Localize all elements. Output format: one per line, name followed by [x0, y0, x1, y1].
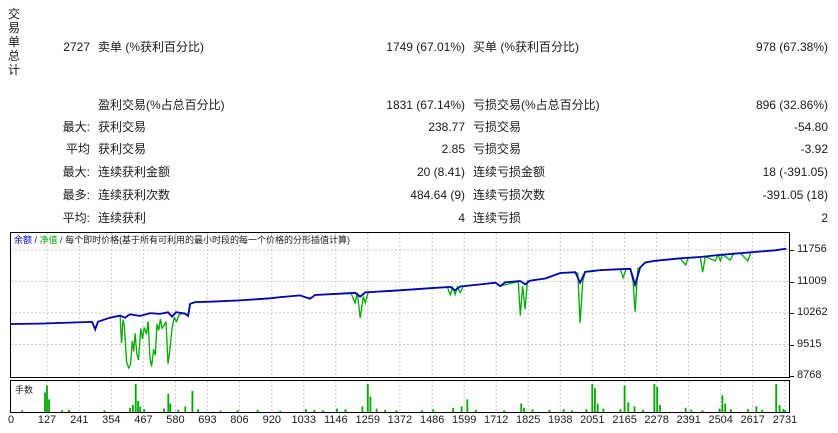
- x-axis-label: 580: [166, 414, 185, 426]
- legend-separator: /: [57, 235, 66, 245]
- stat-label: 盈利交易(%占总百分比): [98, 98, 225, 112]
- stat-value: 1749 (67.01%): [386, 40, 465, 54]
- x-axis-label: 1146: [323, 414, 348, 426]
- stat-value: -391.05 (18): [762, 188, 828, 202]
- chart-legend: 余额 / 净值 / 每个即时价格(基于所有可利用的最小时段的每一个价格的分形插值…: [14, 235, 350, 246]
- stat-prefix: 平均:: [62, 211, 90, 225]
- stat-label: 连续获利次数: [98, 188, 171, 202]
- x-axis-label: 2617: [740, 414, 765, 426]
- stat-label: 亏损交易: [473, 120, 522, 134]
- y-axis-label: 8768: [797, 369, 822, 381]
- stat-value: -54.80: [793, 120, 828, 134]
- y-axis-tick: [790, 344, 794, 346]
- x-axis-label: 2165: [612, 414, 637, 426]
- stat-label: 卖单 (%获利百分比): [98, 40, 204, 54]
- equity-chart-svg: [11, 233, 789, 377]
- y-axis-label: 11009: [797, 274, 827, 287]
- y-axis-tick: [790, 250, 794, 251]
- stat-prefix: 最多:: [62, 188, 90, 202]
- stat-value: -3.92: [800, 142, 828, 156]
- stat-label: 连续亏损次数: [473, 188, 546, 202]
- stat-prefix: 最大:: [62, 165, 90, 179]
- equity-chart: 余额 / 净值 / 每个即时价格(基于所有可利用的最小时段的每一个价格的分形插值…: [7, 232, 838, 432]
- x-axis-label: 1033: [291, 414, 317, 426]
- x-axis-label: 1938: [548, 414, 573, 426]
- x-axis-label: 2504: [708, 414, 733, 426]
- x-axis-label: 1372: [387, 414, 413, 426]
- stat-label: 连续获利金额: [98, 165, 171, 179]
- table-row: 平均: 连续获利 4 连续亏损 2: [0, 209, 838, 226]
- table-row: 2727 卖单 (%获利百分比) 1749 (67.01%) 买单 (%获利百分…: [0, 38, 838, 55]
- legend-suffix: 每个即时价格(基于所有可利用的最小时段的每一个价格的分形插值计算): [65, 235, 351, 245]
- stat-value: 2: [821, 211, 828, 225]
- stat-label: 连续亏损: [473, 211, 522, 225]
- legend-equity-label: 净值: [39, 235, 58, 245]
- legend-balance-label: 余额: [14, 235, 33, 245]
- lots-label: 手数: [15, 385, 34, 395]
- lots-chart-svg: [21, 381, 786, 412]
- x-axis-label: 806: [230, 414, 249, 426]
- table-row: 最多: 连续获利次数 484.64 (9) 连续亏损次数 -391.05 (18…: [0, 186, 838, 203]
- y-axis-label: 11756: [797, 243, 827, 255]
- x-axis-label: 127: [37, 414, 57, 426]
- x-axis-label: 1825: [515, 414, 541, 426]
- table-row: 盈利交易(%占总百分比) 1831 (67.14%) 亏损交易(%占总百分比) …: [0, 96, 838, 113]
- y-axis-tick: [790, 313, 794, 314]
- stat-label: 买单 (%获利百分比): [473, 40, 579, 54]
- y-axis-label: 9515: [797, 337, 822, 350]
- x-axis-label: 2051: [580, 414, 605, 426]
- stat-value: 484.64 (9): [410, 188, 465, 202]
- y-axis-tick: [790, 376, 794, 377]
- x-axis-label: 1486: [419, 414, 445, 426]
- stat-label: 亏损交易(%占总百分比): [473, 98, 600, 112]
- x-axis-label: 1599: [451, 414, 477, 426]
- stat-value: 238.77: [428, 120, 465, 134]
- stat-value: 896 (32.86%): [755, 98, 828, 112]
- x-axis-label: 693: [198, 414, 217, 426]
- stat-label: 连续亏损金额: [473, 165, 546, 179]
- y-axis-tick: [790, 281, 794, 283]
- table-row: 平均 获利交易 2.85 亏损交易 -3.92: [0, 140, 838, 157]
- stat-label: 连续获利: [98, 211, 147, 225]
- stat-value: 18 (-391.05): [762, 165, 828, 179]
- stat-value: 20 (8.41): [416, 165, 465, 179]
- stat-label: 亏损交易: [473, 142, 522, 156]
- stat-value: 1831 (67.14%): [386, 98, 465, 112]
- stat-prefix: 平均: [65, 142, 90, 156]
- balance-equity-panel: 余额 / 净值 / 每个即时价格(基于所有可利用的最小时段的每一个价格的分形插值…: [10, 232, 790, 378]
- x-axis-label: 920: [262, 414, 281, 426]
- x-axis-label: 2278: [644, 414, 669, 426]
- table-row: 最大: 获利交易 238.77 亏损交易 -54.80: [0, 118, 838, 135]
- stat-label: 获利交易: [98, 142, 147, 156]
- x-axis-label: 467: [134, 414, 153, 426]
- table-row: 最大: 连续获利金额 20 (8.41) 连续亏损金额 18 (-391.05): [0, 163, 838, 180]
- x-axis-label: 1259: [355, 414, 381, 426]
- x-axis-label: 2391: [676, 414, 701, 426]
- x-axis-label: 1712: [483, 414, 509, 426]
- stat-value: 2.85: [441, 142, 465, 156]
- stat-value: 978 (67.38%): [755, 40, 828, 54]
- x-axis-label: 354: [102, 414, 121, 426]
- stat-value: 4: [458, 211, 465, 225]
- y-axis-label: 10262: [797, 306, 828, 318]
- stat-prefix: 2727: [63, 40, 90, 54]
- legend-separator: /: [32, 235, 40, 245]
- x-axis-label: 241: [70, 414, 89, 426]
- lots-panel: 手数: [10, 380, 790, 413]
- x-axis-label: 0: [7, 414, 15, 426]
- x-axis-label: 2731: [772, 414, 798, 426]
- stat-label: 获利交易: [98, 120, 147, 134]
- total-trades-group-label: 交易单总计: [8, 7, 21, 77]
- stat-prefix: 最大:: [62, 120, 90, 134]
